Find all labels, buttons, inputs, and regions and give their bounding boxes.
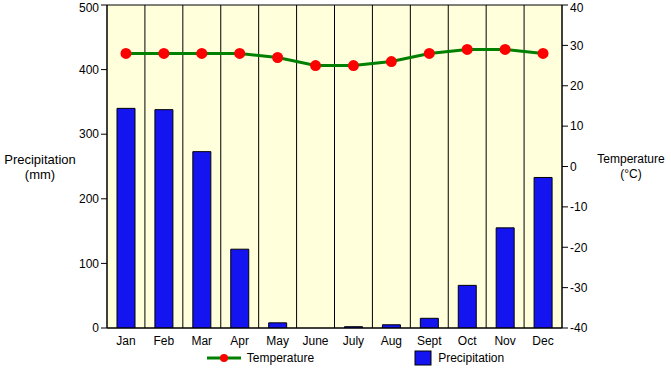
svg-text:200: 200 xyxy=(79,192,99,206)
svg-text:Apr: Apr xyxy=(230,334,249,348)
svg-text:-20: -20 xyxy=(570,241,588,255)
svg-text:0: 0 xyxy=(92,321,99,335)
html-text:Temperature: Temperature xyxy=(246,351,315,365)
svg-text:40: 40 xyxy=(570,1,584,15)
svg-text:Mar: Mar xyxy=(191,334,212,348)
svg-text:300: 300 xyxy=(79,127,99,141)
svg-text:Oct: Oct xyxy=(458,334,477,348)
html-text:Temperature (°C): Temperature (°C) xyxy=(597,152,665,181)
svg-text:400: 400 xyxy=(79,63,99,77)
html-text:Precipitation (mm): Precipitation (mm) xyxy=(4,152,76,182)
svg-text:Feb: Feb xyxy=(154,334,175,348)
svg-text:10: 10 xyxy=(570,119,584,133)
svg-text:20: 20 xyxy=(570,79,584,93)
svg-text:-10: -10 xyxy=(570,200,588,214)
svg-text:-30: -30 xyxy=(570,281,588,295)
svg-text:500: 500 xyxy=(79,1,99,15)
svg-text:Nov: Nov xyxy=(494,334,515,348)
svg-text:100: 100 xyxy=(79,257,99,271)
svg-text:May: May xyxy=(266,334,289,348)
svg-text:0: 0 xyxy=(570,160,577,174)
svg-text:-40: -40 xyxy=(570,321,588,335)
svg-text:Dec: Dec xyxy=(532,334,553,348)
svg-text:Aug: Aug xyxy=(381,334,402,348)
svg-text:Sept: Sept xyxy=(417,334,442,348)
svg-text:30: 30 xyxy=(570,39,584,53)
svg-text:July: July xyxy=(343,334,364,348)
svg-text:Jan: Jan xyxy=(116,334,135,348)
html-text:Precipitation: Precipitation xyxy=(438,351,505,365)
svg-text:June: June xyxy=(303,334,329,348)
